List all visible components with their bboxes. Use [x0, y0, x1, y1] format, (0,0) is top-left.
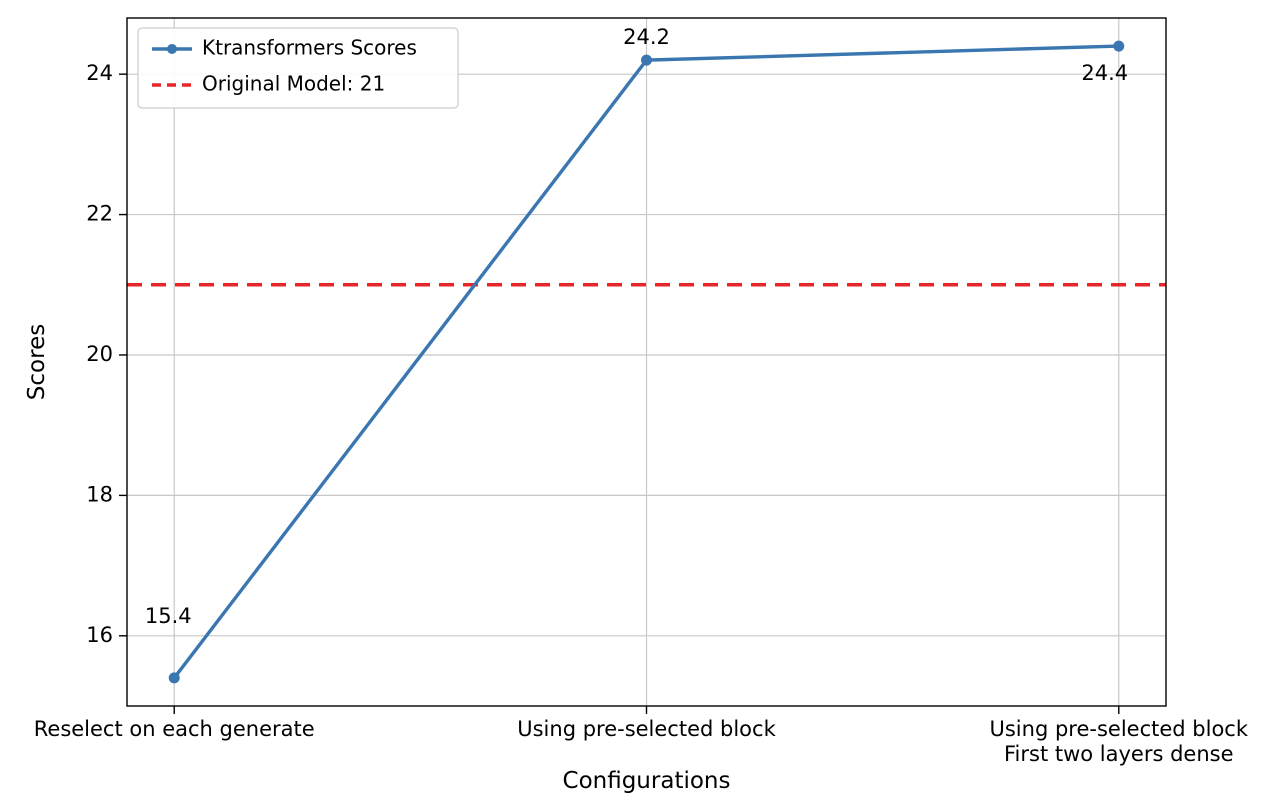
point-label: 15.4	[145, 604, 192, 628]
legend-label: Original Model: 21	[202, 72, 385, 96]
x-axis-label: Configurations	[563, 768, 731, 794]
series-marker	[1113, 40, 1125, 52]
legend-marker	[167, 44, 177, 54]
y-tick-label: 22	[86, 202, 113, 226]
point-label: 24.2	[623, 25, 670, 49]
series-marker	[641, 54, 652, 66]
x-tick-label: Using pre-selected block First two layers…	[990, 717, 1249, 766]
x-tick-label: Using pre-selected block	[517, 717, 776, 741]
y-axis-label: Scores	[24, 324, 50, 400]
y-tick-label: 24	[86, 61, 113, 85]
series-marker	[168, 672, 180, 684]
point-label: 24.4	[1081, 61, 1128, 85]
y-tick-label: 20	[86, 342, 113, 366]
legend-label: Ktransformers Scores	[202, 36, 417, 60]
x-tick-label: Reselect on each generate	[34, 717, 315, 741]
y-tick-label: 16	[86, 623, 113, 647]
y-tick-label: 18	[86, 482, 113, 506]
legend-box	[137, 27, 459, 109]
